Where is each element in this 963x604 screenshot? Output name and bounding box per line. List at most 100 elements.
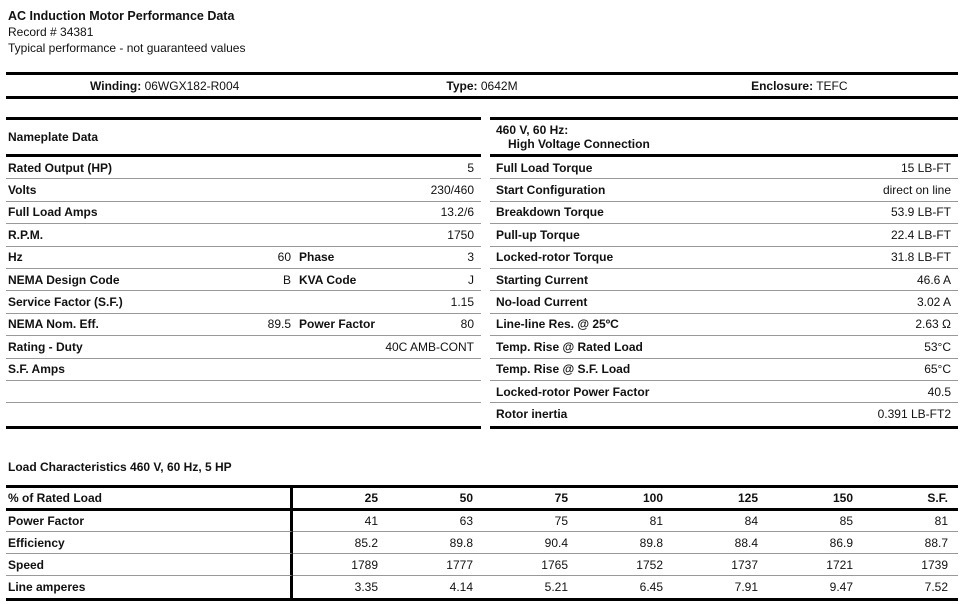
nameplate-empty-row: [6, 403, 481, 425]
load-value: 41: [293, 511, 388, 533]
load-value: 5.21: [544, 579, 568, 594]
field-label: Rotor inertia: [496, 407, 568, 422]
hv-title-line1: 460 V, 60 Hz:: [496, 123, 569, 137]
field-label: Temp. Rise @ Rated Load: [496, 339, 643, 354]
type-cell: Type: 0642M: [323, 79, 640, 93]
load-value: 90.4: [483, 532, 578, 555]
enclosure-cell: Enclosure: TEFC: [641, 79, 958, 93]
nameplate-row: Service Factor (S.F.) 1.15: [6, 291, 481, 314]
winding-cell: Winding: 06WGX182-R004: [6, 79, 323, 93]
load-characteristics-table: % of Rated Load 25 50 75 100 125 150 S.F…: [6, 484, 958, 601]
field-value: 5: [467, 160, 474, 175]
field-value: 1750: [447, 227, 474, 242]
field-label: Breakdown Torque: [496, 205, 604, 220]
load-value: 63: [388, 511, 483, 533]
load-col-header: S.F.: [863, 488, 958, 511]
load-value: 85: [768, 511, 863, 533]
load-value: 1789: [293, 554, 388, 577]
field-value: 80: [460, 317, 474, 332]
disclaimer-note: Typical performance - not guaranteed val…: [8, 41, 246, 55]
field-value: 40C AMB-CONT: [385, 339, 474, 354]
field-label: Hz: [8, 250, 23, 265]
load-value: 84: [673, 511, 768, 533]
field-value: 65°C: [924, 362, 951, 377]
field-label: No-load Current: [496, 295, 588, 310]
load-value: 7.52: [924, 579, 948, 594]
field-value: 22.4 LB-FT: [890, 227, 951, 242]
winding-value: 06WGX182-R004: [144, 78, 240, 93]
load-value: 1777: [388, 554, 483, 577]
field-value: direct on line: [882, 183, 951, 198]
field-label: R.P.M.: [8, 227, 44, 242]
load-row-label: Speed: [6, 554, 293, 577]
nameplate-row: Volts 230/460: [6, 179, 481, 202]
hv-title-line2: High Voltage Connection: [508, 137, 650, 151]
load-col-header: 50: [388, 488, 483, 511]
enclosure-label: Enclosure:: [751, 78, 814, 93]
field-label: Temp. Rise @ S.F. Load: [496, 362, 631, 377]
nameplate-table: Nameplate Data Rated Output (HP) 5 Volts…: [6, 117, 481, 429]
field-label: Line-line Res. @ 25ºC: [496, 317, 619, 332]
nameplate-row: Hz 60 Phase 3: [6, 247, 481, 269]
page-title: AC Induction Motor Performance Data: [8, 9, 235, 23]
field-label: Pull-up Torque: [496, 227, 580, 242]
hv-row: Full Load Torque 15 LB-FT: [490, 157, 958, 180]
load-row-label: Efficiency: [6, 532, 293, 555]
record-number: Record # 34381: [8, 25, 94, 39]
hv-row: Start Configuration direct on line: [490, 179, 958, 202]
type-value: 0642M: [480, 78, 518, 93]
nameplate-title: Nameplate Data: [6, 120, 481, 157]
load-value: 85.2: [293, 532, 388, 555]
load-row-label: Power Factor: [6, 510, 293, 533]
nameplate-and-hv-section: Nameplate Data Rated Output (HP) 5 Volts…: [6, 117, 958, 429]
nameplate-row: NEMA Design Code B KVA Code J: [6, 269, 481, 292]
field-label: Locked-rotor Torque: [496, 250, 614, 265]
hv-row: Pull-up Torque 22.4 LB-FT: [490, 224, 958, 247]
winding-label: Winding:: [90, 78, 142, 93]
field-mid-label: Power Factor: [299, 317, 376, 332]
nameplate-row: S.F. Amps: [6, 359, 481, 381]
load-value: 1739: [863, 554, 958, 577]
nameplate-empty-row: [6, 381, 481, 404]
hv-row: Line-line Res. @ 25ºC 2.63 Ω: [490, 314, 958, 337]
load-col-header: 150: [768, 488, 863, 511]
high-voltage-table: 460 V, 60 Hz: High Voltage Connection Fu…: [490, 117, 958, 429]
nameplate-row: Full Load Amps 13.2/6: [6, 202, 481, 225]
load-value: 9.47: [829, 579, 853, 594]
hv-row: Temp. Rise @ Rated Load 53°C: [490, 336, 958, 359]
field-value: 1.15: [450, 295, 474, 310]
field-label: Volts: [8, 183, 37, 198]
field-label: NEMA Nom. Eff.: [8, 317, 99, 332]
field-value: 15 LB-FT: [900, 160, 951, 175]
field-label: Full Load Amps: [8, 205, 98, 220]
load-value: 81: [863, 511, 958, 533]
enclosure-value: TEFC: [816, 78, 848, 93]
load-value: 75: [483, 511, 578, 533]
field-label: Full Load Torque: [496, 160, 593, 175]
field-mid-value: B: [282, 272, 291, 287]
hv-row: Temp. Rise @ S.F. Load 65°C: [490, 359, 958, 381]
field-value: 230/460: [430, 183, 474, 198]
field-mid-value: 60: [277, 250, 291, 265]
load-value: 1721: [768, 554, 863, 577]
field-label: S.F. Amps: [8, 362, 65, 377]
load-row-label: Line amperes: [6, 576, 293, 598]
load-corner-header: % of Rated Load: [6, 487, 293, 511]
winding-type-enclosure-band: Winding: 06WGX182-R004 Type: 0642M Enclo…: [6, 72, 958, 99]
hv-row: Breakdown Torque 53.9 LB-FT: [490, 202, 958, 225]
load-characteristics-title: Load Characteristics 460 V, 60 Hz, 5 HP: [8, 459, 232, 474]
load-value: 81: [578, 511, 673, 533]
field-label: NEMA Design Code: [8, 272, 120, 287]
load-col-header: 125: [673, 488, 768, 511]
load-value: 3.35: [354, 579, 378, 594]
field-mid-value: 89.5: [267, 317, 291, 332]
field-label: Starting Current: [496, 272, 589, 287]
load-value: 7.91: [734, 579, 758, 594]
field-value: 53°C: [924, 339, 951, 354]
load-value: 89.8: [388, 532, 483, 555]
nameplate-row: NEMA Nom. Eff. 89.5 Power Factor 80: [6, 314, 481, 337]
nameplate-row: R.P.M. 1750: [6, 224, 481, 247]
field-mid-label: Phase: [299, 250, 335, 265]
nameplate-row: Rating - Duty 40C AMB-CONT: [6, 336, 481, 359]
field-value: 0.391 LB-FT2: [877, 407, 951, 422]
